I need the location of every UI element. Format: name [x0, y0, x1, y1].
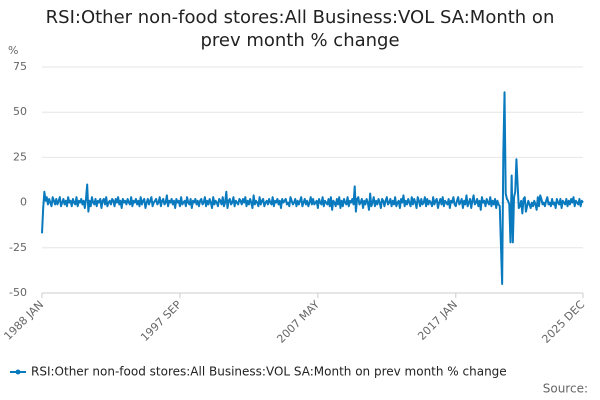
legend-marker — [15, 369, 21, 375]
x-tick-label: 2007 MAY — [274, 298, 322, 346]
chart-title: RSI:Other non-food stores:All Business:V… — [45, 7, 555, 51]
y-tick-label: -25 — [9, 241, 27, 254]
line-series — [41, 91, 584, 285]
y-tick-label: 75 — [13, 60, 27, 73]
x-tick-label: 2017 JAN — [415, 298, 460, 343]
x-tick-label: 2025 DEC — [539, 298, 587, 346]
x-tick-label: 1988 JAN — [1, 298, 46, 343]
y-tick-label: -50 — [9, 286, 27, 299]
y-tick-label: 50 — [13, 105, 27, 118]
legend-label: RSI:Other non-food stores:All Business:V… — [31, 365, 507, 379]
y-axis-label: % — [8, 44, 18, 57]
source: Source: — [543, 382, 588, 396]
y-tick-label: 0 — [20, 196, 27, 209]
y-tick-label: 25 — [13, 150, 27, 163]
x-tick-label: 1997 SEP — [138, 298, 184, 344]
